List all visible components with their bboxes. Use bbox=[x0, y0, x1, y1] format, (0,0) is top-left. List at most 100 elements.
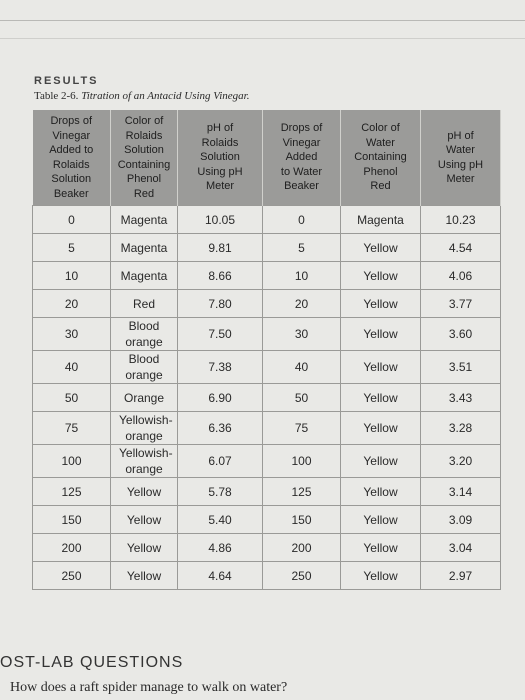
header-line: Rolaids bbox=[125, 129, 163, 142]
column-header: pH of Water Using pH Meter bbox=[420, 110, 501, 206]
table-cell: Yellow bbox=[340, 289, 421, 318]
column-header: Drops of Vinegar Added to Water Beaker bbox=[262, 110, 341, 206]
header-line: Water bbox=[366, 136, 395, 149]
table-row: 250 Yellow 4.64 250 Yellow 2.97 bbox=[32, 561, 501, 590]
table-cell: 200 bbox=[32, 533, 111, 562]
table-cell: 9.81 bbox=[177, 233, 263, 262]
question: How does a raft spider manage to walk on… bbox=[10, 680, 288, 695]
header-line: Containing bbox=[117, 158, 171, 171]
caption-title: Titration of an Antacid Using Vinegar. bbox=[81, 90, 250, 102]
table-cell: 5.78 bbox=[177, 477, 263, 506]
table-cell: 3.51 bbox=[420, 350, 501, 384]
table-cell: 4.64 bbox=[177, 561, 263, 590]
table-cell: 75 bbox=[262, 411, 341, 445]
header-line: Red bbox=[370, 180, 391, 193]
header-line: Meter bbox=[205, 180, 235, 193]
header-line: Vinegar bbox=[282, 136, 321, 149]
section-title: RESULTS bbox=[34, 75, 99, 87]
header-line: Color of bbox=[124, 115, 164, 127]
table-cell: Yellow bbox=[340, 505, 421, 534]
header-line: to Water bbox=[280, 165, 323, 178]
table-cell: 40 bbox=[262, 350, 341, 384]
table-cell: 5 bbox=[32, 233, 111, 262]
table-cell: 125 bbox=[262, 477, 341, 506]
header-line: Using pH bbox=[197, 165, 243, 178]
table-row: 100 Yellowish-orange 6.07 100 Yellow 3.20 bbox=[32, 444, 501, 478]
table-cell: 20 bbox=[32, 289, 111, 318]
table-cell: 100 bbox=[262, 444, 341, 478]
header-line: pH of bbox=[206, 122, 234, 135]
table-cell: 3.14 bbox=[420, 477, 501, 506]
table-row: 75 Yellowish-orange 6.36 75 Yellow 3.28 bbox=[32, 411, 501, 445]
caption-label: Table 2-6. bbox=[34, 90, 79, 102]
table-cell: Blood orange bbox=[110, 317, 178, 351]
table-cell: 10 bbox=[262, 261, 341, 290]
column-header: pH of Rolaids Solution Using pH Meter bbox=[177, 110, 263, 206]
table-cell: 250 bbox=[32, 561, 111, 590]
table-cell: 30 bbox=[262, 317, 341, 351]
table-cell: 3.43 bbox=[420, 383, 501, 412]
header-line: Beaker bbox=[284, 180, 319, 193]
header-line: Phenol bbox=[126, 173, 162, 185]
table-cell: 4.06 bbox=[420, 261, 501, 290]
table-cell: Yellow bbox=[340, 444, 421, 478]
header-line: Rolaids bbox=[52, 158, 90, 171]
table-cell: 7.80 bbox=[177, 289, 263, 318]
rule bbox=[0, 20, 525, 21]
table-cell: 3.28 bbox=[420, 411, 501, 445]
header-line: Solution bbox=[124, 144, 164, 156]
table-cell: 125 bbox=[32, 477, 111, 506]
table-cell: 2.97 bbox=[420, 561, 501, 590]
rule bbox=[0, 38, 525, 39]
table-cell: 7.50 bbox=[177, 317, 263, 351]
table-cell: Magenta bbox=[110, 205, 178, 234]
column-header: Drops of Vinegar Added to Rolaids Solution Be… bbox=[32, 110, 111, 206]
table-row: 30 Blood orange 7.50 30 Yellow 3.60 bbox=[32, 317, 501, 351]
table-cell: Yellow bbox=[110, 505, 178, 534]
table-cell: 3.20 bbox=[420, 444, 501, 478]
table-cell: 3.60 bbox=[420, 317, 501, 351]
table-cell: 20 bbox=[262, 289, 341, 318]
header-line: Drops of bbox=[280, 122, 323, 135]
table-cell: 6.07 bbox=[177, 444, 263, 478]
table-cell: Yellow bbox=[340, 533, 421, 562]
section-heading: OST-LAB QUESTIONS bbox=[0, 654, 184, 671]
table-cell: 5 bbox=[262, 233, 341, 262]
table-cell: 100 bbox=[32, 444, 111, 478]
table-cell: Yellow bbox=[340, 561, 421, 590]
header-line: Vinegar bbox=[52, 129, 91, 142]
table-cell: 3.77 bbox=[420, 289, 501, 318]
header-line: Color of bbox=[361, 122, 400, 135]
table-cell: Magenta bbox=[340, 205, 421, 234]
table-cell: Yellow bbox=[340, 233, 421, 262]
header-line: Red bbox=[133, 187, 155, 200]
table-row: 50 Orange 6.90 50 Yellow 3.43 bbox=[32, 383, 501, 412]
table-row: 20 Red 7.80 20 Yellow 3.77 bbox=[32, 289, 501, 318]
table-cell: Blood orange bbox=[110, 350, 178, 384]
table-cell: Yellowish-orange bbox=[110, 444, 178, 478]
table-cell: 40 bbox=[32, 350, 111, 384]
table-cell: Orange bbox=[110, 383, 178, 412]
table-cell: 10.05 bbox=[177, 205, 263, 234]
table-row: 125 Yellow 5.78 125 Yellow 3.14 bbox=[32, 477, 501, 506]
table-cell: 30 bbox=[32, 317, 111, 351]
table-cell: Magenta bbox=[110, 261, 178, 290]
table-row: 0 Magenta 10.05 0 Magenta 10.23 bbox=[32, 205, 501, 234]
header-line: Added bbox=[285, 151, 318, 164]
column-header: Color of Rolaids Solution Containing Phenol R… bbox=[110, 110, 178, 206]
header-line: Meter bbox=[446, 173, 475, 185]
table-row: 5 Magenta 9.81 5 Yellow 4.54 bbox=[32, 233, 501, 262]
table-row: 200 Yellow 4.86 200 Yellow 3.04 bbox=[32, 533, 501, 562]
header-line: Rolaids bbox=[201, 136, 239, 149]
table-cell: 150 bbox=[32, 505, 111, 534]
table-cell: 0 bbox=[32, 205, 111, 234]
table-cell: 10 bbox=[32, 261, 111, 290]
table-cell: Yellowish-orange bbox=[110, 411, 178, 445]
table-cell: 4.86 bbox=[177, 533, 263, 562]
table-row: 10 Magenta 8.66 10 Yellow 4.06 bbox=[32, 261, 501, 290]
table-cell: Yellow bbox=[340, 383, 421, 412]
header-line: Phenol bbox=[363, 165, 398, 178]
table-row: 40 Blood orange 7.38 40 Yellow 3.51 bbox=[32, 350, 501, 384]
table-body: 0 Magenta 10.05 0 Magenta 10.23 5 Magenta 9.81 5 Y… bbox=[32, 205, 501, 590]
header-line: Added to bbox=[49, 144, 94, 156]
